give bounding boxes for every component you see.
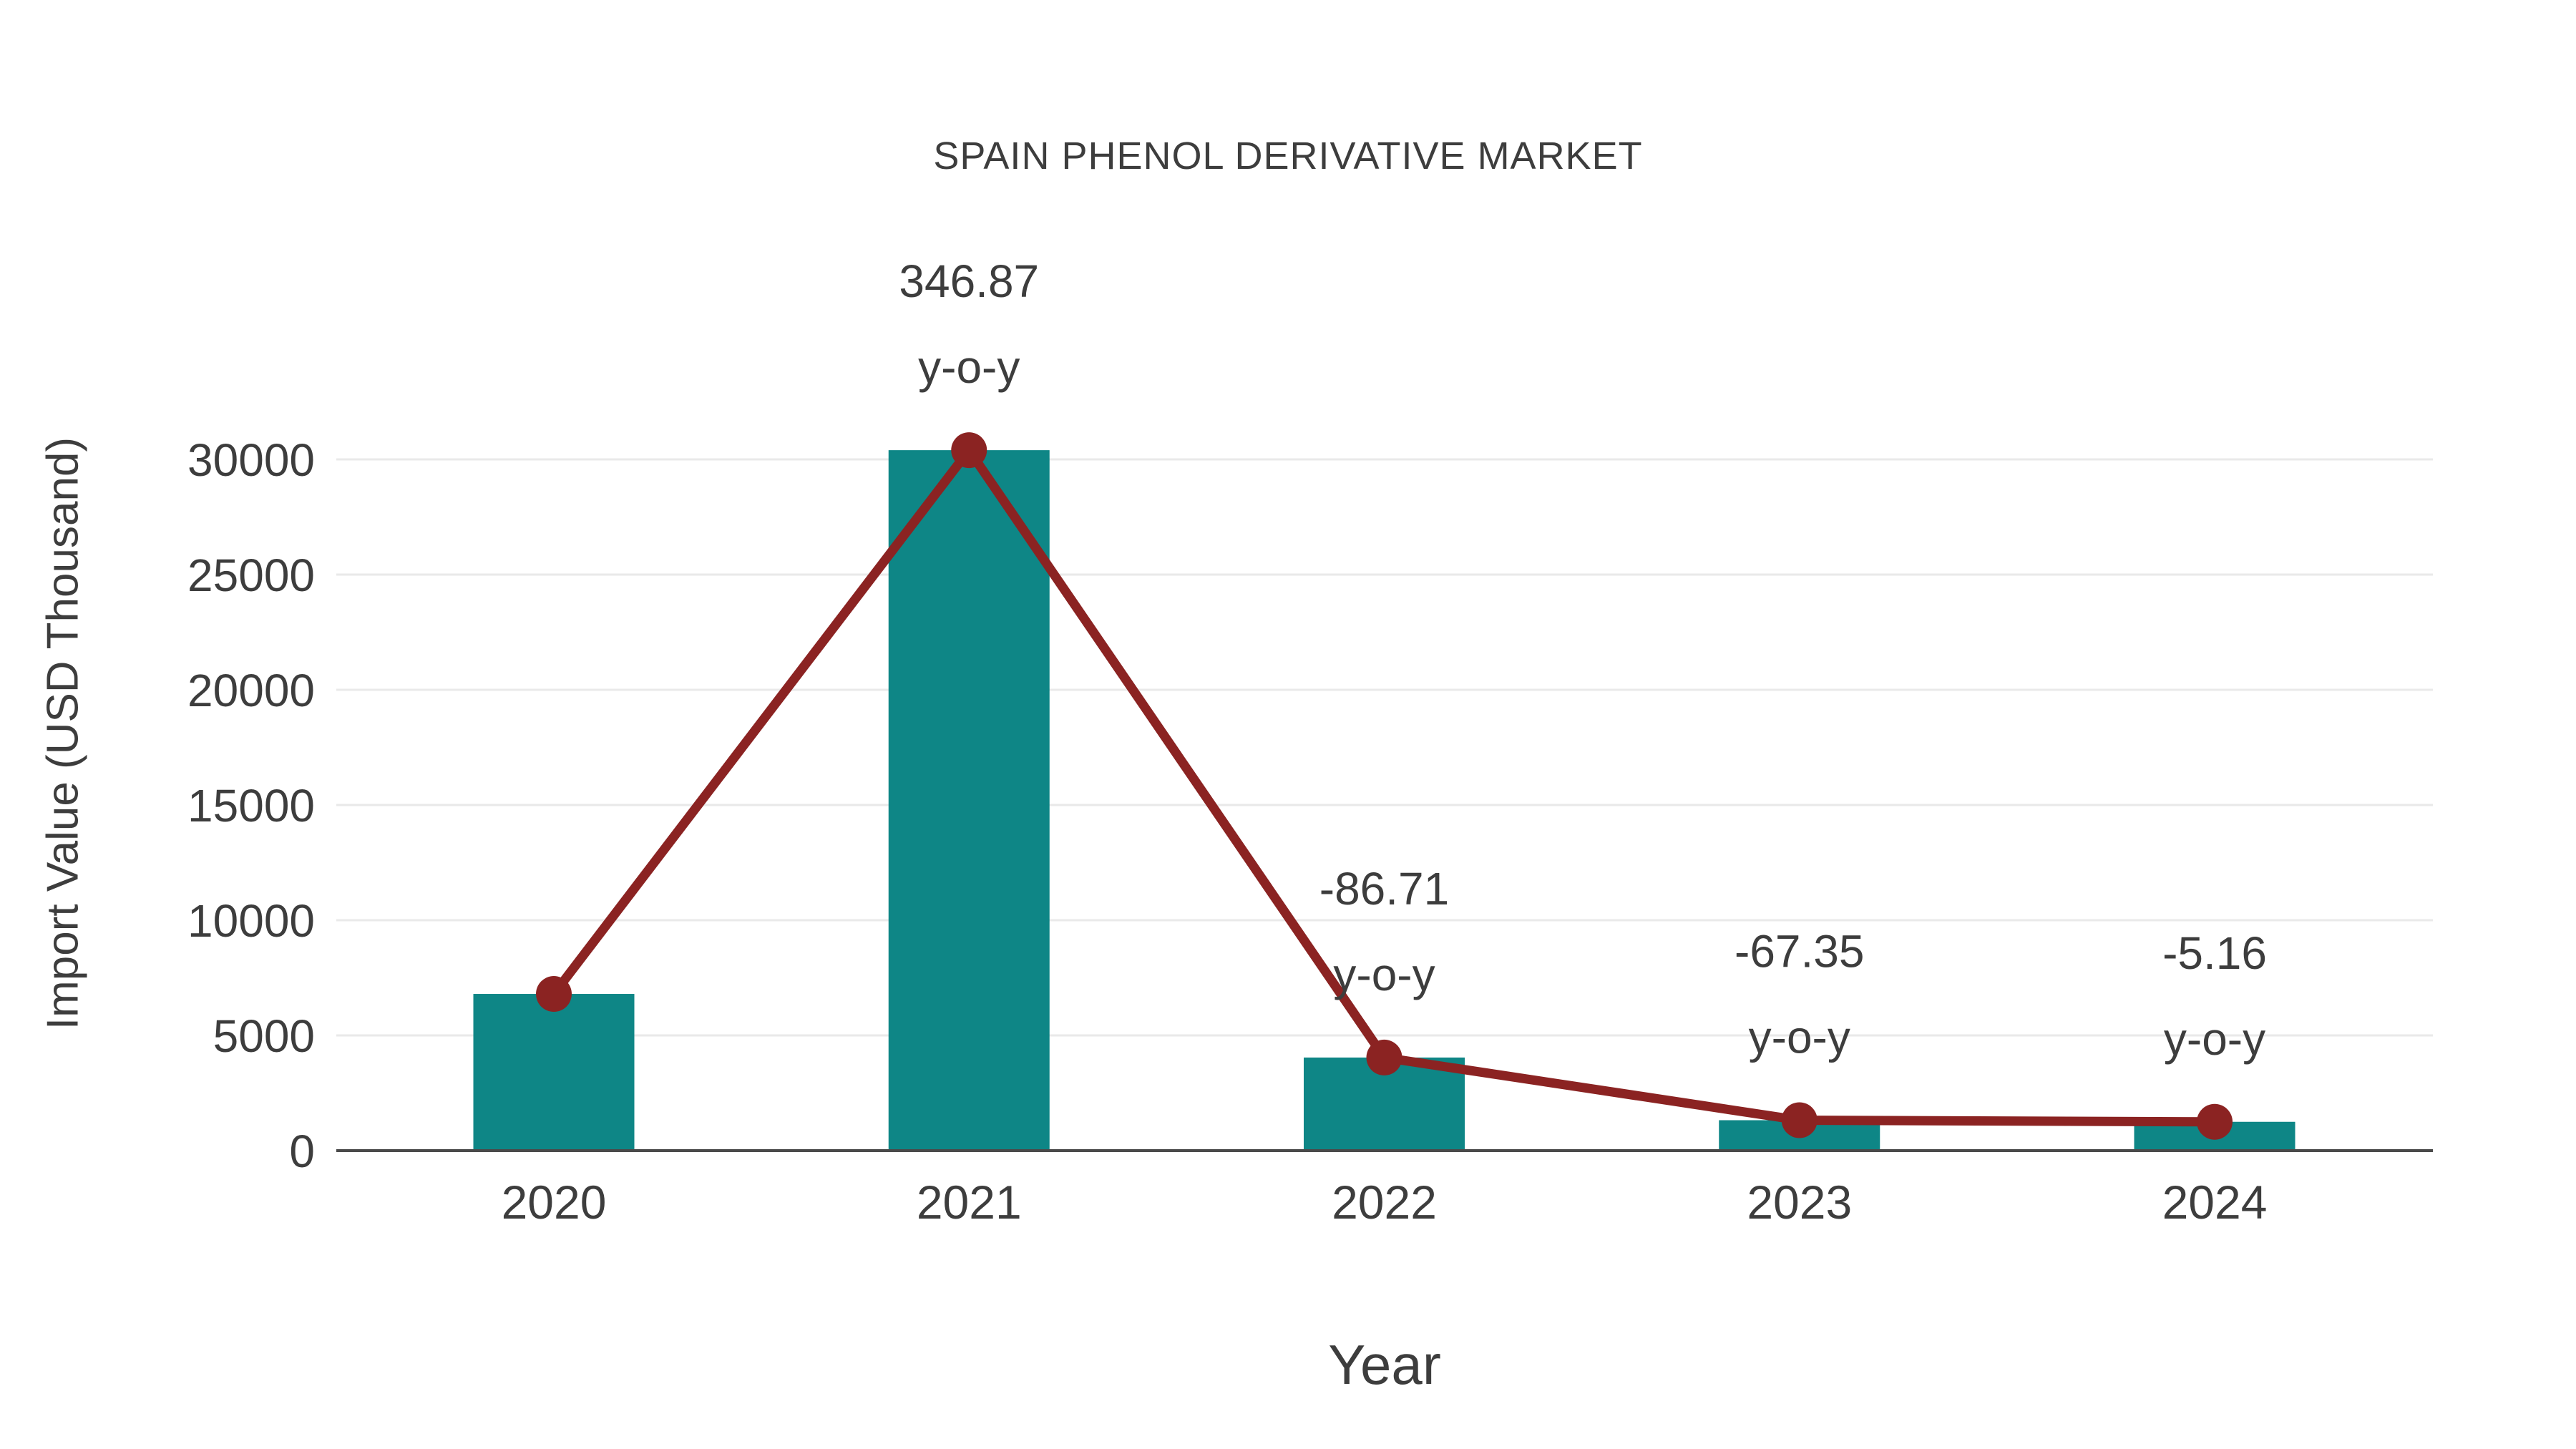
annotation-suffix-2023: y-o-y	[1749, 1011, 1850, 1063]
x-tick-label-2024: 2024	[2162, 1176, 2268, 1229]
marker-2020	[536, 976, 572, 1013]
y-tick-label-5000: 5000	[213, 1010, 315, 1062]
annotation-value-2021: 346.87	[899, 255, 1039, 307]
x-tick-label-2023: 2023	[1747, 1176, 1852, 1229]
chart-title: SPAIN PHENOL DERIVATIVE MARKET	[933, 135, 1643, 177]
y-tick-label-20000: 20000	[187, 665, 315, 716]
marker-2021	[951, 432, 987, 469]
trend-line	[550, 445, 2215, 1127]
x-tick-label-2022: 2022	[1332, 1176, 1437, 1229]
marker-2022	[1366, 1039, 1402, 1075]
annotation-suffix-2021: y-o-y	[918, 341, 1020, 393]
y-tick-label-0: 0	[289, 1126, 315, 1177]
annotation-suffix-2022: y-o-y	[1333, 949, 1435, 1000]
y-tick-label-15000: 15000	[187, 780, 315, 831]
y-tick-label-25000: 25000	[187, 550, 315, 601]
x-tick-label-2021: 2021	[917, 1176, 1022, 1229]
marker-2024	[2197, 1103, 2233, 1140]
bar-2021	[888, 450, 1050, 1151]
annotation-value-2024: -5.16	[2162, 927, 2267, 979]
annotation-suffix-2024: y-o-y	[2164, 1013, 2265, 1065]
annotation-value-2022: -86.71	[1319, 863, 1449, 914]
y-tick-label-10000: 10000	[187, 895, 315, 947]
bar-2020	[473, 994, 635, 1151]
x-tick-label-2020: 2020	[502, 1176, 607, 1229]
y-axis-title: Import Value (USD Thousand)	[38, 436, 88, 1030]
x-axis-title: Year	[1328, 1333, 1441, 1396]
y-tick-label-30000: 30000	[187, 434, 315, 486]
marker-2023	[1781, 1102, 1818, 1138]
annotation-value-2023: -67.35	[1735, 925, 1864, 977]
